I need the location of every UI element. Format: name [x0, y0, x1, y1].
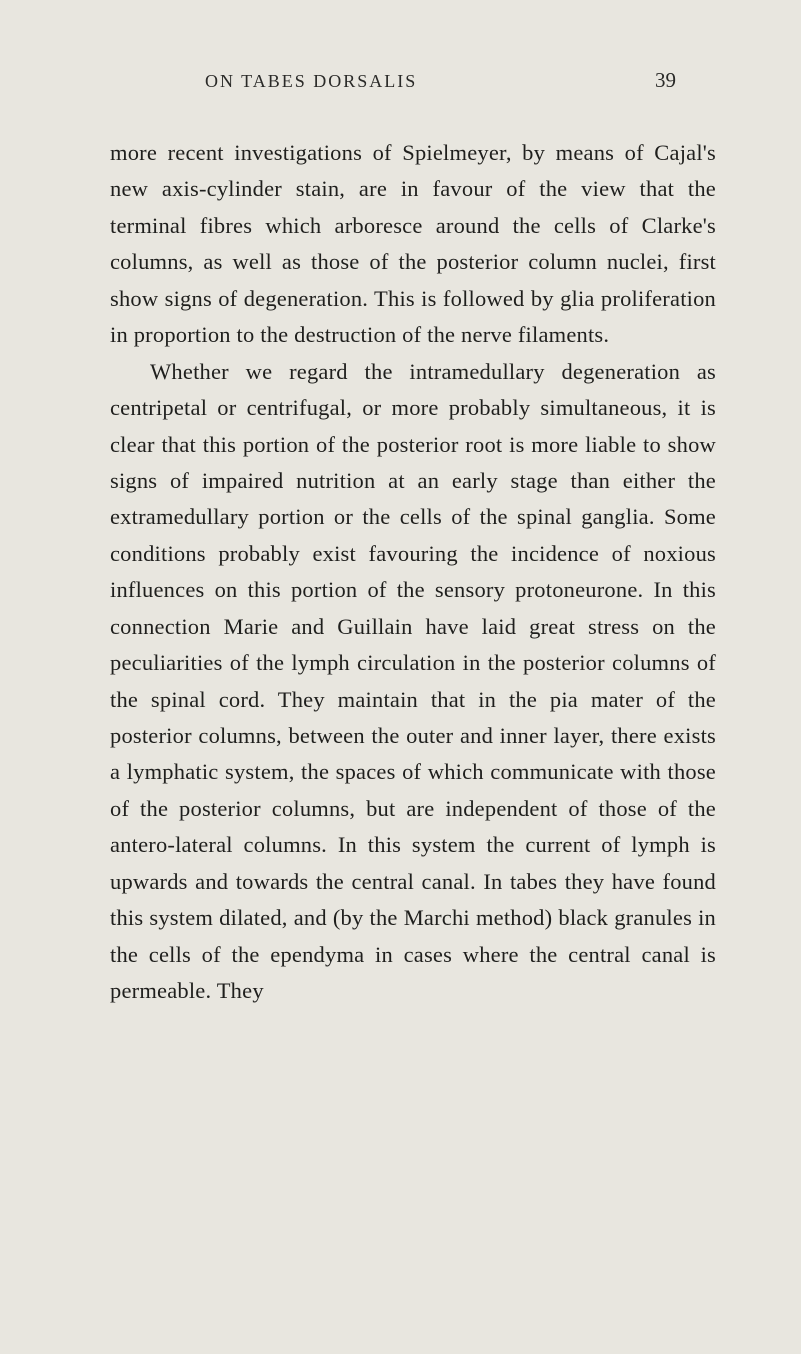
body-text: more recent investigations of Spielmeyer… [110, 135, 716, 1010]
page-header: ON TABES DORSALIS 39 [110, 68, 716, 93]
paragraph-1: more recent investigations of Spielmeyer… [110, 135, 716, 354]
page-number: 39 [655, 68, 676, 93]
header-title: ON TABES DORSALIS [205, 71, 417, 92]
paragraph-2: Whether we regard the intramedullary deg… [110, 354, 716, 1010]
